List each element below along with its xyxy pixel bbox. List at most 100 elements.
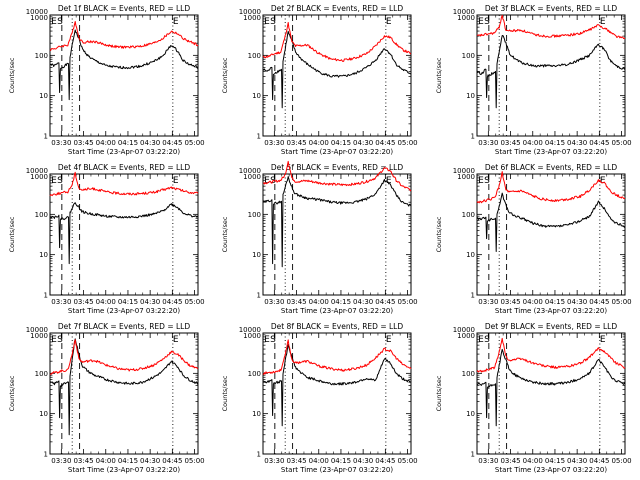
event-marker-s: S — [57, 176, 63, 186]
end-marker-e: E — [173, 176, 179, 186]
y-tick-label: 1000 — [243, 14, 261, 22]
x-tick-label: 04:30 — [353, 139, 373, 147]
y-axis-label: Counts/sec — [8, 57, 16, 93]
x-tick-label: 03:30 — [264, 139, 284, 147]
event-marker-e: E — [478, 176, 484, 186]
x-tick-label: 04:00 — [523, 457, 543, 465]
y-axis-label: Counts/sec — [8, 375, 16, 411]
y-tick-label: 10000 — [453, 326, 475, 334]
event-marker-e: E — [51, 335, 57, 345]
series-lld-line — [49, 171, 199, 197]
plot-frame — [476, 332, 626, 455]
plot-frame — [476, 173, 626, 296]
series-events-line — [476, 192, 626, 252]
series-lld-line — [262, 22, 412, 62]
event-marker-e: E — [478, 335, 484, 345]
plot-frame — [476, 14, 626, 137]
end-marker-e: E — [600, 176, 606, 186]
x-tick-label: 04:00 — [309, 457, 329, 465]
x-tick-label: 03:45 — [286, 139, 306, 147]
panel-det-2f: Det 2f BLACK = Events, RED = LLD 1 10 100 10… — [221, 4, 418, 156]
x-axis-label: Start Time (23-Apr-07 03:22:20) — [495, 307, 607, 315]
x-axis-label: Start Time (23-Apr-07 03:22:20) — [68, 466, 180, 474]
plot-frame — [49, 173, 199, 296]
y-tick-label: 10 — [252, 92, 261, 100]
x-tick-label: 04:15 — [118, 298, 138, 306]
y-tick-label: 100 — [462, 370, 475, 378]
end-marker-e: E — [173, 335, 179, 345]
y-tick-label: 100 — [35, 211, 48, 219]
y-tick-label: 1 — [44, 451, 48, 459]
x-tick-label: 04:45 — [162, 298, 182, 306]
x-axis-label: Start Time (23-Apr-07 03:22:20) — [281, 148, 393, 156]
y-tick-label: 10 — [39, 92, 48, 100]
plot-frame — [49, 332, 199, 455]
y-tick-label: 10 — [39, 410, 48, 418]
y-tick-label: 10000 — [26, 326, 48, 334]
x-tick-label: 04:30 — [567, 298, 587, 306]
x-tick-label: 04:00 — [523, 139, 543, 147]
event-marker-e: E — [264, 335, 270, 345]
x-tick-label: 05:00 — [611, 139, 631, 147]
x-tick-label: 03:30 — [264, 298, 284, 306]
x-tick-label: 04:30 — [140, 139, 160, 147]
x-tick-label: 04:15 — [118, 457, 138, 465]
y-tick-label: 1 — [471, 133, 475, 141]
x-tick-label: 04:15 — [545, 457, 565, 465]
panel-title: Det 4f BLACK = Events, RED = LLD — [58, 163, 191, 172]
x-tick-label: 05:00 — [184, 457, 204, 465]
series-lld-line — [49, 21, 199, 51]
x-tick-label: 04:15 — [331, 139, 351, 147]
y-axis-label: Counts/sec — [435, 216, 443, 252]
event-marker-s: S — [484, 17, 490, 27]
plot-frame — [262, 14, 412, 137]
y-tick-label: 1000 — [30, 173, 48, 181]
x-tick-label: 04:00 — [523, 298, 543, 306]
y-tick-label: 100 — [248, 52, 261, 60]
x-tick-label: 04:45 — [375, 298, 395, 306]
event-marker-s: S — [484, 335, 490, 345]
y-tick-label: 10000 — [239, 167, 261, 175]
end-marker-e: E — [386, 335, 392, 345]
y-tick-label: 1000 — [243, 332, 261, 340]
x-tick-label: 05:00 — [397, 457, 417, 465]
y-tick-label: 1000 — [243, 173, 261, 181]
y-tick-label: 1 — [44, 292, 48, 300]
y-tick-label: 100 — [35, 52, 48, 60]
event-marker-e: E — [264, 17, 270, 27]
plot-frame — [262, 332, 412, 455]
x-tick-label: 05:00 — [184, 298, 204, 306]
event-marker-e: E — [51, 17, 57, 27]
end-marker-e: E — [600, 335, 606, 345]
panel-det-5f: Det 5f BLACK = Events, RED = LLD 1 10 100 10… — [221, 160, 418, 315]
y-axis-label: Counts/sec — [221, 216, 229, 252]
end-marker-e: E — [386, 176, 392, 186]
y-tick-label: 1000 — [457, 332, 475, 340]
x-tick-label: 04:30 — [353, 457, 373, 465]
x-axis-label: Start Time (23-Apr-07 03:22:20) — [495, 148, 607, 156]
x-tick-label: 03:30 — [51, 139, 71, 147]
series-events-line — [476, 348, 626, 427]
y-tick-label: 1 — [257, 451, 261, 459]
end-marker-e: E — [386, 17, 392, 27]
x-tick-label: 04:15 — [331, 457, 351, 465]
x-tick-label: 03:30 — [478, 298, 498, 306]
x-tick-label: 03:45 — [286, 298, 306, 306]
x-tick-label: 03:45 — [73, 457, 93, 465]
x-tick-label: 04:00 — [96, 457, 116, 465]
series-lld-line — [262, 339, 412, 375]
y-axis-label: Counts/sec — [435, 375, 443, 411]
panel-title: Det 9f BLACK = Events, RED = LLD — [485, 322, 618, 331]
end-marker-e: E — [173, 17, 179, 27]
event-marker-e: E — [51, 176, 57, 186]
x-tick-label: 05:00 — [397, 298, 417, 306]
panel-det-7f: Det 7f BLACK = Events, RED = LLD 1 10 100 10… — [8, 322, 205, 474]
x-tick-label: 04:45 — [162, 139, 182, 147]
y-tick-label: 100 — [35, 370, 48, 378]
event-marker-s: S — [484, 176, 490, 186]
series-events-line — [49, 202, 199, 265]
y-tick-label: 10 — [466, 92, 475, 100]
panel-det-6f: Det 6f BLACK = Events, RED = LLD 1 10 100 10… — [435, 163, 632, 315]
x-tick-label: 04:30 — [353, 298, 373, 306]
